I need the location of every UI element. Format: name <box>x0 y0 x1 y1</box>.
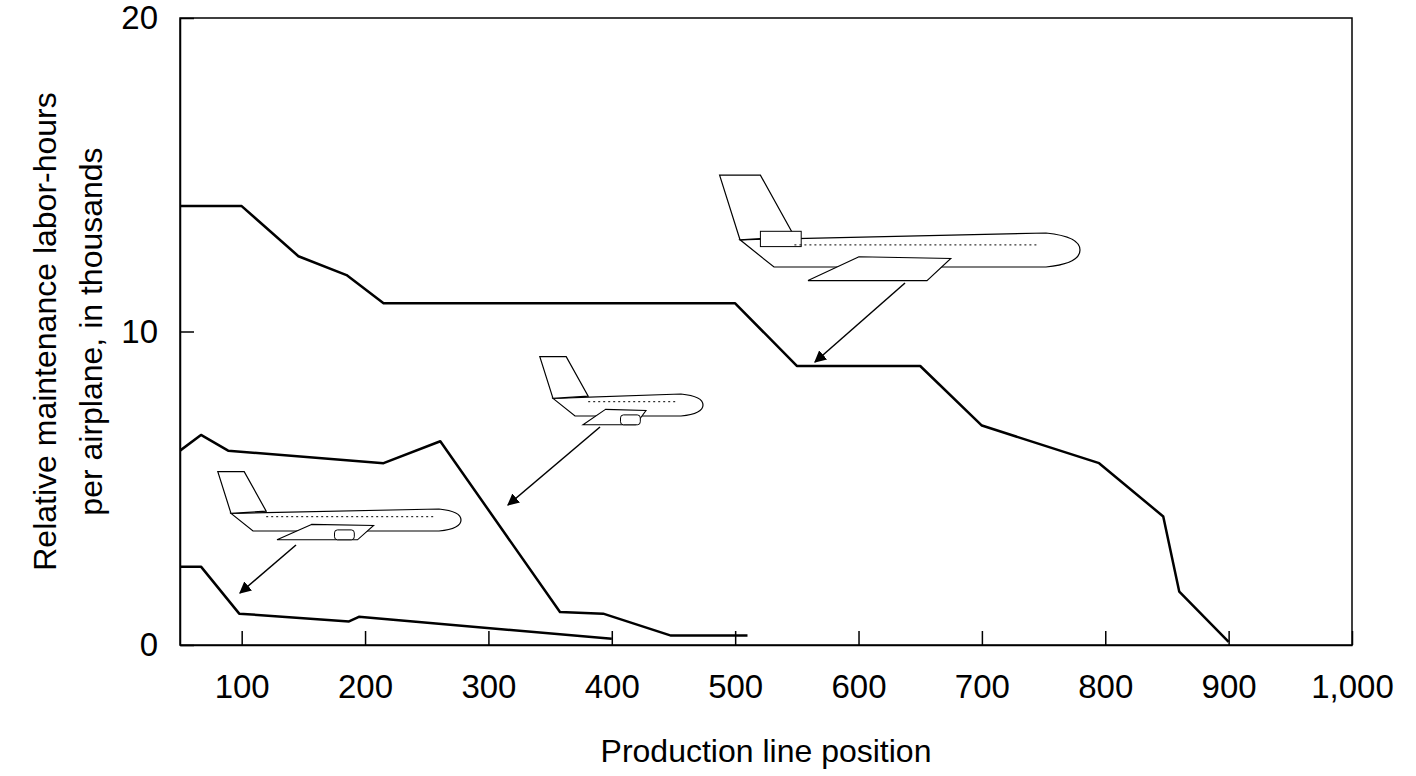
x-tick-mark <box>1352 631 1354 645</box>
y-tick-mark <box>180 645 194 647</box>
x-tick-label: 300 <box>461 668 516 705</box>
x-tick-mark <box>241 631 243 645</box>
x-tick-mark <box>735 631 737 645</box>
y-tick: 20 <box>121 0 194 36</box>
x-tick-label: 400 <box>585 668 640 705</box>
y-tick: 10 <box>121 313 194 350</box>
airplane-icon <box>540 357 703 425</box>
x-tick: 500 <box>708 631 763 705</box>
x-tick: 700 <box>955 631 1010 705</box>
x-tick-label: 100 <box>215 668 270 705</box>
x-tick-label: 700 <box>955 668 1010 705</box>
chart: 100 200 300 400 500 600 700 800 900 1,000 0 10 20 Pro… <box>0 0 1416 776</box>
x-tick-label: 500 <box>708 668 763 705</box>
x-tick-label: 900 <box>1202 668 1257 705</box>
y-tick: 0 <box>140 626 194 663</box>
x-tick-mark <box>982 631 984 645</box>
y-tick-label: 10 <box>121 313 158 350</box>
x-tick: 200 <box>338 631 393 705</box>
pointer-arrow <box>508 427 600 505</box>
x-tick-mark <box>365 631 367 645</box>
x-tick-label: 800 <box>1078 668 1133 705</box>
pointer-arrow <box>815 283 905 362</box>
plot-area <box>180 206 1229 642</box>
airplane-icon <box>720 175 1080 280</box>
y-axis: 0 10 20 <box>121 0 194 663</box>
series-line <box>180 435 747 636</box>
x-tick-label: 200 <box>338 668 393 705</box>
airplane-icon <box>218 472 461 540</box>
plot-frame <box>180 18 1352 645</box>
x-tick-mark <box>488 631 490 645</box>
x-tick-mark <box>1105 631 1107 645</box>
x-tick: 1,000 <box>1311 631 1394 705</box>
x-tick: 100 <box>215 631 270 705</box>
x-tick: 300 <box>461 631 516 705</box>
x-tick-label: 1,000 <box>1311 668 1394 705</box>
x-tick-label: 600 <box>831 668 886 705</box>
pointer-arrow <box>240 545 296 593</box>
x-tick: 600 <box>831 631 886 705</box>
x-axis-title: Production line position <box>601 733 932 769</box>
y-tick-mark <box>180 18 194 20</box>
x-tick: 400 <box>585 631 640 705</box>
x-axis: 100 200 300 400 500 600 700 800 900 1,000 <box>181 631 1394 705</box>
y-tick-mark <box>180 331 194 333</box>
x-tick-mark <box>858 631 860 645</box>
series-line <box>180 206 1229 642</box>
y-tick-label: 0 <box>140 626 158 663</box>
series-line <box>180 567 612 639</box>
x-tick: 900 <box>1202 631 1257 705</box>
y-axis-title: Relative maintenance labor-hoursper airp… <box>27 92 109 570</box>
x-tick: 800 <box>1078 631 1133 705</box>
y-tick-label: 20 <box>121 0 158 36</box>
x-tick-mark <box>1228 631 1230 645</box>
x-axis-line <box>181 645 1353 647</box>
